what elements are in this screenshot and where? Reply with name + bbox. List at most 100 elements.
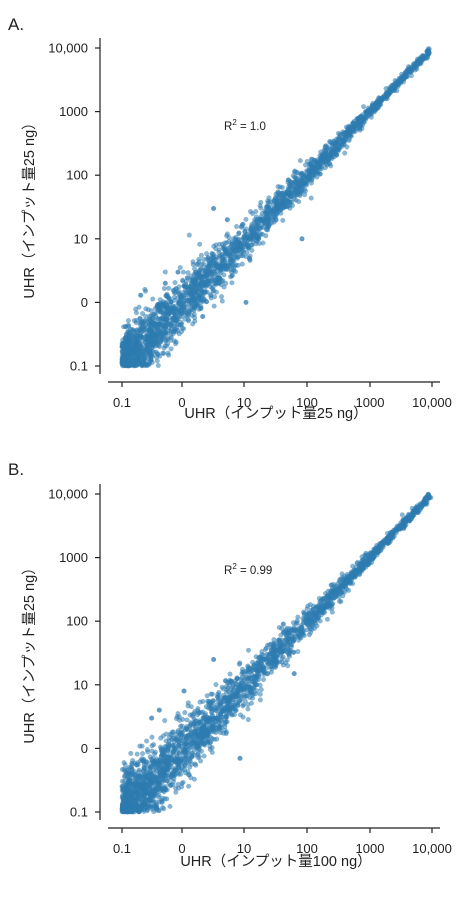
data-point (297, 192, 303, 199)
data-point (321, 595, 327, 602)
data-point (167, 762, 173, 768)
panel-label-a: A. (8, 15, 24, 34)
data-point (223, 280, 229, 286)
data-point (205, 255, 211, 261)
data-point (222, 677, 229, 684)
data-point (340, 593, 346, 599)
data-point (220, 686, 226, 692)
data-point (285, 203, 291, 209)
data-point (198, 289, 204, 295)
data-point (389, 86, 395, 92)
y-tick-label: 0 (81, 295, 88, 310)
data-point (210, 271, 216, 277)
data-point (164, 787, 170, 793)
data-point (294, 170, 300, 176)
data-point (281, 194, 287, 200)
data-point (365, 108, 371, 114)
data-point (354, 116, 360, 122)
data-point (162, 269, 168, 275)
data-point (425, 48, 431, 54)
data-point (346, 137, 352, 144)
data-point (162, 312, 168, 318)
y-tick-label: 10,000 (48, 41, 88, 56)
data-point (140, 751, 146, 757)
data-point (320, 159, 326, 165)
data-point (224, 217, 230, 223)
data-point (188, 285, 195, 291)
data-point (156, 303, 162, 309)
data-point (210, 284, 216, 290)
data-point (183, 281, 189, 287)
data-point (133, 310, 140, 316)
data-point (127, 333, 134, 339)
data-point (168, 346, 174, 352)
data-point (285, 177, 291, 183)
data-point (313, 169, 320, 175)
data-point (243, 216, 249, 222)
data-point (198, 303, 204, 309)
panel-label-b: B. (8, 460, 24, 479)
data-point (195, 743, 201, 749)
data-point (189, 761, 195, 767)
x-axis-title-a: UHR（インプット量25 ng） (184, 405, 367, 422)
data-point (297, 158, 303, 164)
data-point (213, 682, 219, 688)
data-point (230, 698, 236, 704)
data-point (176, 749, 183, 756)
data-point (265, 227, 271, 233)
data-point (144, 738, 150, 744)
data-point (139, 362, 145, 369)
data-point (216, 249, 222, 255)
data-point (176, 714, 182, 720)
data-point (140, 768, 146, 774)
data-point (201, 753, 207, 759)
data-point (196, 297, 202, 303)
data-point (257, 697, 263, 703)
data-point (280, 205, 286, 211)
data-point (234, 223, 240, 230)
data-point (147, 798, 153, 804)
data-point (306, 175, 312, 182)
data-point (258, 687, 264, 693)
data-point (193, 270, 199, 276)
data-point (198, 252, 204, 258)
data-point (168, 299, 174, 305)
data-point (184, 291, 190, 297)
data-point (248, 233, 254, 239)
data-point (191, 776, 197, 782)
data-point (335, 148, 341, 154)
data-point (234, 676, 240, 682)
data-point (308, 156, 314, 162)
data-point (193, 283, 199, 289)
data-point (197, 241, 203, 247)
data-point (161, 350, 167, 356)
data-point (143, 799, 149, 805)
data-point (372, 105, 378, 111)
data-point (177, 309, 183, 315)
data-point (156, 343, 162, 350)
data-point (192, 318, 198, 324)
data-point (137, 743, 143, 749)
data-point (287, 648, 293, 654)
data-point (329, 142, 335, 148)
data-point (200, 298, 207, 304)
data-point (261, 656, 267, 662)
data-point (308, 170, 315, 176)
data-point (253, 654, 259, 660)
data-point (192, 305, 198, 311)
data-point (232, 248, 238, 254)
data-point (184, 717, 190, 723)
data-point (317, 618, 323, 624)
data-point (280, 217, 286, 223)
data-point (147, 328, 153, 335)
data-point (244, 249, 250, 255)
data-point (259, 231, 265, 237)
data-point (158, 787, 164, 793)
data-point (296, 199, 302, 205)
data-point (304, 606, 310, 612)
data-point (224, 253, 230, 259)
data-point (197, 273, 203, 280)
data-point (260, 676, 267, 683)
data-point (306, 161, 312, 167)
data-point (182, 710, 188, 716)
